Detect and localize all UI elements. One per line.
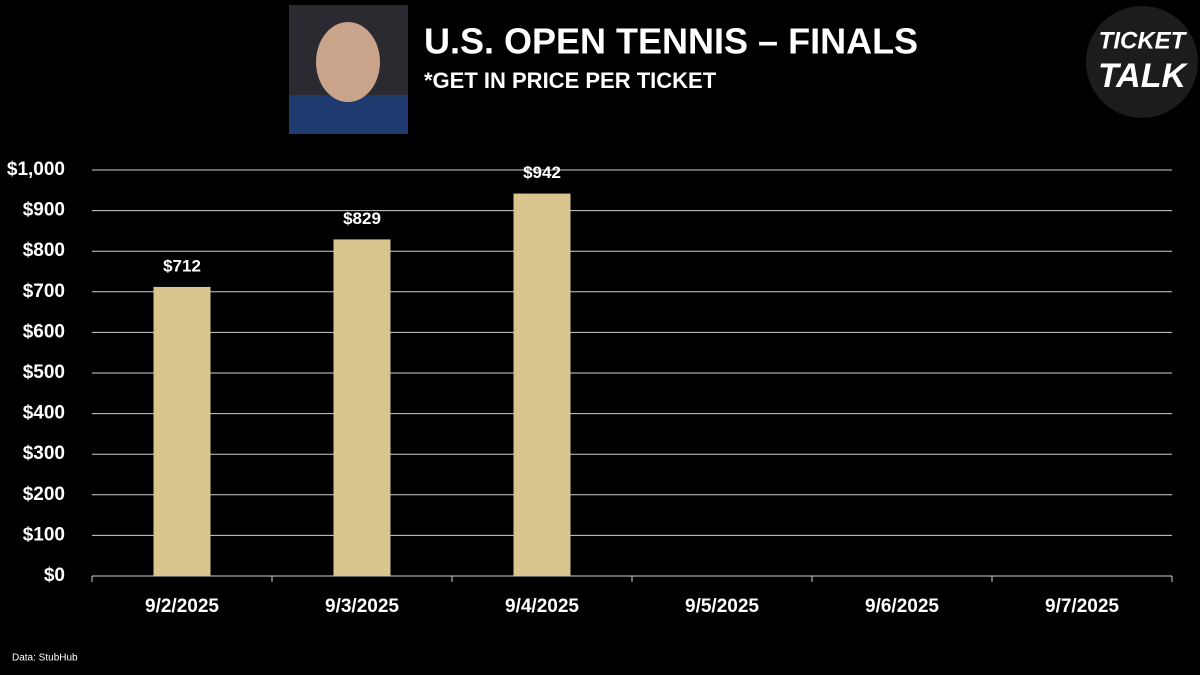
x-tick-label: 9/2/2025 bbox=[145, 596, 219, 617]
portrait-photo-face bbox=[316, 22, 380, 102]
x-tick-label: 9/3/2025 bbox=[325, 596, 399, 617]
y-tick-label: $700 bbox=[23, 281, 65, 302]
data-label: $829 bbox=[343, 209, 381, 228]
y-tick-label: $600 bbox=[23, 321, 65, 342]
logo-badge bbox=[1086, 6, 1198, 118]
y-tick-label: $100 bbox=[23, 524, 65, 545]
x-tick-label: 9/5/2025 bbox=[685, 596, 759, 617]
y-tick-label: $1,000 bbox=[7, 159, 65, 180]
y-tick-label: $300 bbox=[23, 443, 65, 464]
bar bbox=[153, 286, 211, 576]
logo-text: TALK bbox=[1098, 57, 1189, 95]
x-tick-label: 9/4/2025 bbox=[505, 596, 579, 617]
chart-subtitle: *GET IN PRICE PER TICKET bbox=[424, 68, 717, 93]
y-tick-label: $400 bbox=[23, 403, 65, 424]
x-tick-label: 9/6/2025 bbox=[865, 596, 939, 617]
logo-text: TICKET bbox=[1099, 27, 1188, 54]
source-note: Data: StubHub bbox=[12, 653, 78, 664]
y-tick-label: $900 bbox=[23, 200, 65, 221]
y-tick-label: $0 bbox=[44, 565, 65, 586]
y-tick-label: $200 bbox=[23, 484, 65, 505]
y-tick-label: $500 bbox=[23, 362, 65, 383]
chart-title: U.S. OPEN TENNIS – FINALS bbox=[424, 21, 918, 62]
y-tick-label: $800 bbox=[23, 240, 65, 261]
bar bbox=[513, 193, 571, 576]
x-tick-label: 9/7/2025 bbox=[1045, 596, 1119, 617]
bar bbox=[333, 239, 391, 576]
data-label: $712 bbox=[163, 256, 201, 275]
data-label: $942 bbox=[523, 163, 561, 182]
